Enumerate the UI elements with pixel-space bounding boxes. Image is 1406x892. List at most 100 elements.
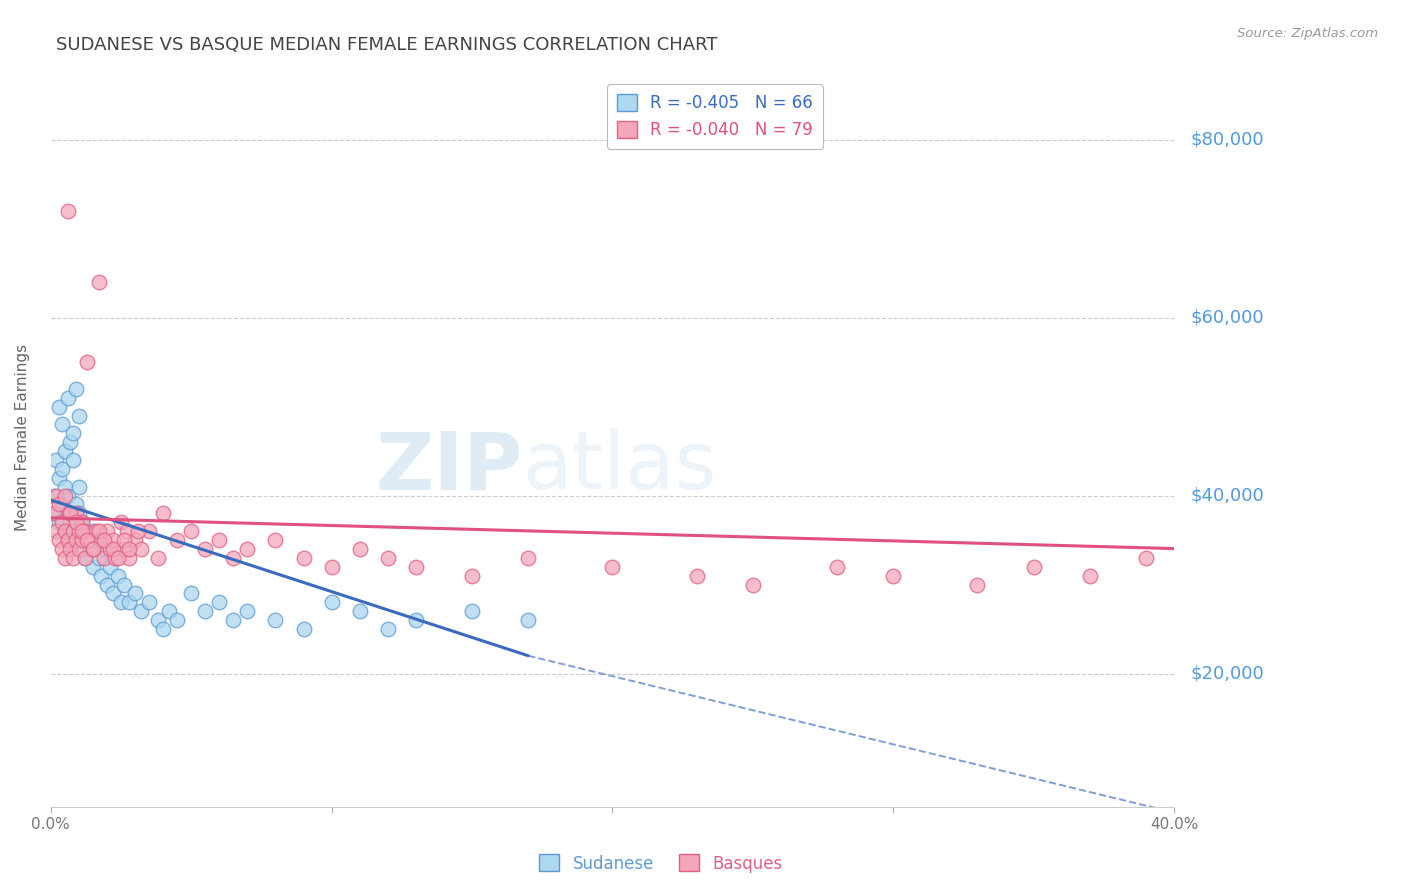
Point	[349, 604, 371, 618]
Point	[65, 516, 87, 530]
Point	[194, 604, 217, 618]
Point	[101, 586, 124, 600]
Text: $40,000: $40,000	[1191, 486, 1264, 505]
Point	[56, 533, 79, 547]
Point	[56, 533, 79, 547]
Point	[110, 595, 132, 609]
Point	[602, 559, 624, 574]
Point	[45, 453, 67, 467]
Point	[236, 604, 259, 618]
Point	[112, 541, 135, 556]
Point	[115, 524, 138, 538]
Point	[48, 498, 70, 512]
Point	[222, 613, 245, 627]
Point	[138, 524, 160, 538]
Point	[104, 550, 127, 565]
Point	[73, 550, 96, 565]
Point	[321, 595, 343, 609]
Point	[65, 498, 87, 512]
Point	[84, 524, 107, 538]
Point	[56, 489, 79, 503]
Point	[517, 550, 540, 565]
Point	[70, 541, 93, 556]
Point	[180, 524, 202, 538]
Point	[48, 533, 70, 547]
Point	[70, 524, 93, 538]
Point	[96, 524, 118, 538]
Point	[53, 550, 76, 565]
Point	[138, 595, 160, 609]
Point	[62, 550, 84, 565]
Point	[82, 524, 104, 538]
Point	[152, 622, 174, 636]
Point	[118, 550, 141, 565]
Point	[59, 435, 82, 450]
Point	[84, 533, 107, 547]
Point	[129, 541, 152, 556]
Point	[157, 604, 180, 618]
Legend: R = -0.405   N = 66, R = -0.040   N = 79: R = -0.405 N = 66, R = -0.040 N = 79	[607, 84, 823, 149]
Point	[51, 417, 73, 432]
Point	[112, 577, 135, 591]
Point	[42, 507, 65, 521]
Point	[1022, 559, 1045, 574]
Point	[82, 541, 104, 556]
Point	[51, 541, 73, 556]
Point	[53, 489, 76, 503]
Text: Source: ZipAtlas.com: Source: ZipAtlas.com	[1237, 27, 1378, 40]
Point	[98, 559, 121, 574]
Point	[65, 382, 87, 396]
Point	[292, 550, 315, 565]
Point	[124, 533, 146, 547]
Point	[53, 444, 76, 458]
Text: ZIP: ZIP	[375, 428, 523, 507]
Point	[98, 541, 121, 556]
Point	[65, 533, 87, 547]
Point	[45, 489, 67, 503]
Point	[62, 524, 84, 538]
Point	[42, 489, 65, 503]
Point	[405, 559, 427, 574]
Point	[264, 533, 287, 547]
Point	[146, 550, 169, 565]
Point	[686, 568, 709, 582]
Point	[118, 595, 141, 609]
Point	[51, 462, 73, 476]
Point	[93, 541, 115, 556]
Point	[45, 524, 67, 538]
Point	[118, 541, 141, 556]
Point	[517, 613, 540, 627]
Point	[56, 391, 79, 405]
Point	[180, 586, 202, 600]
Point	[264, 613, 287, 627]
Point	[65, 533, 87, 547]
Point	[87, 524, 110, 538]
Point	[62, 426, 84, 441]
Point	[62, 453, 84, 467]
Point	[67, 541, 90, 556]
Point	[56, 203, 79, 218]
Point	[59, 507, 82, 521]
Legend: Sudanese, Basques: Sudanese, Basques	[533, 847, 789, 880]
Point	[461, 568, 484, 582]
Point	[45, 507, 67, 521]
Point	[51, 498, 73, 512]
Point	[76, 533, 98, 547]
Point	[124, 586, 146, 600]
Point	[882, 568, 904, 582]
Point	[79, 533, 101, 547]
Point	[825, 559, 848, 574]
Point	[321, 559, 343, 574]
Point	[53, 524, 76, 538]
Text: $60,000: $60,000	[1191, 309, 1264, 326]
Point	[73, 550, 96, 565]
Point	[87, 550, 110, 565]
Point	[1078, 568, 1101, 582]
Point	[79, 541, 101, 556]
Point	[53, 480, 76, 494]
Y-axis label: Median Female Earnings: Median Female Earnings	[15, 344, 30, 532]
Point	[166, 533, 188, 547]
Text: SUDANESE VS BASQUE MEDIAN FEMALE EARNINGS CORRELATION CHART: SUDANESE VS BASQUE MEDIAN FEMALE EARNING…	[56, 36, 717, 54]
Point	[93, 550, 115, 565]
Point	[292, 622, 315, 636]
